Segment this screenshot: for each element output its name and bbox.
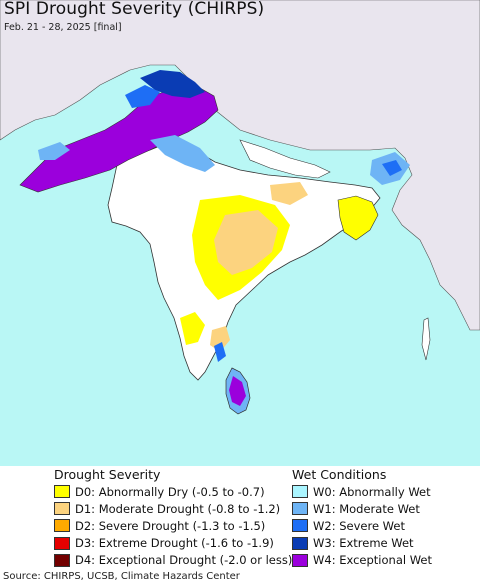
land-bangladesh — [337, 195, 379, 241]
legend-label-w2: W2: Severe Wet — [313, 518, 405, 533]
legend-swatch-w1 — [292, 502, 308, 516]
land-nepal — [239, 139, 331, 179]
land-andaman — [421, 317, 431, 361]
legend-item-d3: D3: Extreme Drought (-1.6 to -1.9) — [54, 535, 292, 552]
legend-swatch-w3 — [292, 536, 308, 550]
legend-label-w0: W0: Abnormally Wet — [313, 484, 431, 499]
wet-legend: Wet Conditions W0: Abnormally Wet W1: Mo… — [292, 466, 432, 569]
legend-label-w4: W4: Exceptional Wet — [313, 553, 432, 568]
wet-north-w1 — [150, 135, 215, 172]
legend-item-d1: D1: Moderate Drought (-0.8 to -1.2) — [54, 500, 292, 517]
legend-swatch-d2 — [54, 519, 70, 533]
legend-label-d2: D2: Severe Drought (-1.3 to -1.5) — [75, 518, 266, 533]
legend-item-w4: W4: Exceptional Wet — [292, 552, 432, 569]
legend-label-d4: D4: Exceptional Drought (-2.0 or less) — [75, 553, 293, 568]
legend-label-d3: D3: Extreme Drought (-1.6 to -1.9) — [75, 536, 274, 551]
drought-legend: Drought Severity D0: Abnormally Dry (-0.… — [54, 466, 292, 569]
drought-central-d1 — [214, 210, 278, 275]
wet-northeast-w2 — [382, 160, 402, 176]
legend-swatch-w2 — [292, 519, 308, 533]
legend-swatch-w0 — [292, 485, 308, 499]
legend-label-d1: D1: Moderate Drought (-0.8 to -1.2) — [75, 501, 281, 516]
drought-south-d0 — [180, 312, 205, 345]
legend-item-d2: D2: Severe Drought (-1.3 to -1.5) — [54, 517, 292, 534]
map-svg — [0, 0, 480, 415]
legend-item-w2: W2: Severe Wet — [292, 517, 432, 534]
legend-item-w0: W0: Abnormally Wet — [292, 483, 432, 500]
wet-south-w2 — [214, 342, 226, 362]
source-credit: Source: CHIRPS, UCSB, Climate Hazards Ce… — [3, 571, 240, 582]
drought-east-d1 — [270, 182, 308, 205]
legend-swatch-d4 — [54, 553, 70, 567]
legend-swatch-d0 — [54, 485, 70, 499]
legend-swatch-w4 — [292, 553, 308, 567]
drought-map: SPI Drought Severity (CHIRPS) Feb. 21 - … — [0, 0, 480, 466]
map-title: SPI Drought Severity (CHIRPS) — [4, 0, 265, 19]
wet-north-w3 — [140, 70, 205, 98]
legend-item-d0: D0: Abnormally Dry (-0.5 to -0.7) — [54, 483, 292, 500]
wet-legend-heading: Wet Conditions — [292, 467, 387, 482]
outside-land-north — [0, 0, 480, 331]
legend-label-w3: W3: Extreme Wet — [313, 536, 414, 551]
legend-swatch-d3 — [54, 536, 70, 550]
wet-sri-lanka-w4 — [229, 376, 246, 406]
legend-label-w1: W1: Moderate Wet — [313, 501, 420, 516]
map-subtitle: Feb. 21 - 28, 2025 [final] — [4, 22, 122, 33]
wet-northwest-w1 — [38, 142, 70, 160]
wet-pakistan-w4 — [19, 84, 219, 193]
legend-label-d0: D0: Abnormally Dry (-0.5 to -0.7) — [75, 484, 265, 499]
legend-item-w3: W3: Extreme Wet — [292, 535, 432, 552]
drought-legend-heading: Drought Severity — [54, 467, 161, 482]
legend-item-d4: D4: Exceptional Drought (-2.0 or less) — [54, 552, 292, 569]
wet-north-w2 — [125, 85, 160, 108]
legend: Drought Severity D0: Abnormally Dry (-0.… — [0, 466, 480, 570]
legend-swatch-d1 — [54, 502, 70, 516]
legend-item-w1: W1: Moderate Wet — [292, 500, 432, 517]
